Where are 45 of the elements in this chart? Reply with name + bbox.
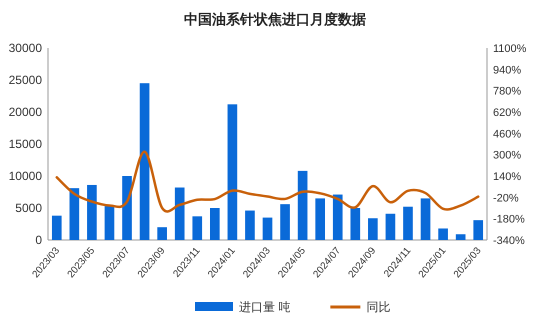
y2-tick-label: 300% — [493, 150, 522, 162]
bar — [157, 227, 167, 240]
y2-tick-label: -180% — [493, 214, 526, 226]
bar — [228, 104, 238, 240]
bar — [87, 184, 97, 240]
y2-tick-label: 140% — [493, 171, 522, 183]
bar — [403, 206, 413, 240]
bar — [122, 176, 132, 240]
bar — [104, 206, 114, 240]
y2-tick-label: 620% — [493, 107, 522, 119]
y-tick-label: 30000 — [8, 41, 42, 55]
bar — [315, 198, 326, 240]
bar — [438, 228, 448, 240]
y-tick-label: 5000 — [15, 201, 42, 215]
bar — [456, 234, 466, 240]
bar — [262, 218, 272, 240]
bar — [350, 208, 360, 240]
bar — [140, 83, 150, 240]
bar — [298, 170, 308, 240]
bar — [70, 188, 80, 240]
bar — [386, 214, 396, 240]
y2-tick-label: -20% — [493, 192, 519, 204]
y2-tick-label: -340% — [493, 235, 526, 247]
chart-title: 中国油系针状焦进口月度数据 — [184, 11, 366, 27]
bar — [245, 210, 255, 240]
y-tick-label: 20000 — [8, 105, 42, 119]
y2-tick-label: 460% — [493, 128, 522, 140]
y-tick-label: 0 — [35, 233, 42, 247]
legend-label: 同比 — [366, 300, 390, 314]
y-tick-label: 15000 — [8, 137, 42, 151]
y2-tick-label: 1100% — [493, 43, 527, 55]
bar — [192, 216, 202, 240]
legend-label: 进口量 吨 — [239, 300, 290, 314]
bar — [280, 204, 290, 240]
bar — [473, 220, 484, 240]
bar — [368, 218, 378, 240]
bar — [332, 194, 343, 240]
y-tick-label: 25000 — [8, 73, 42, 87]
bar — [420, 198, 430, 240]
y2-tick-label: 780% — [493, 86, 522, 98]
bar — [210, 208, 220, 240]
bar — [52, 216, 62, 240]
y2-tick-label: 940% — [493, 64, 522, 76]
bar — [174, 188, 185, 240]
y-tick-label: 10000 — [8, 169, 42, 183]
